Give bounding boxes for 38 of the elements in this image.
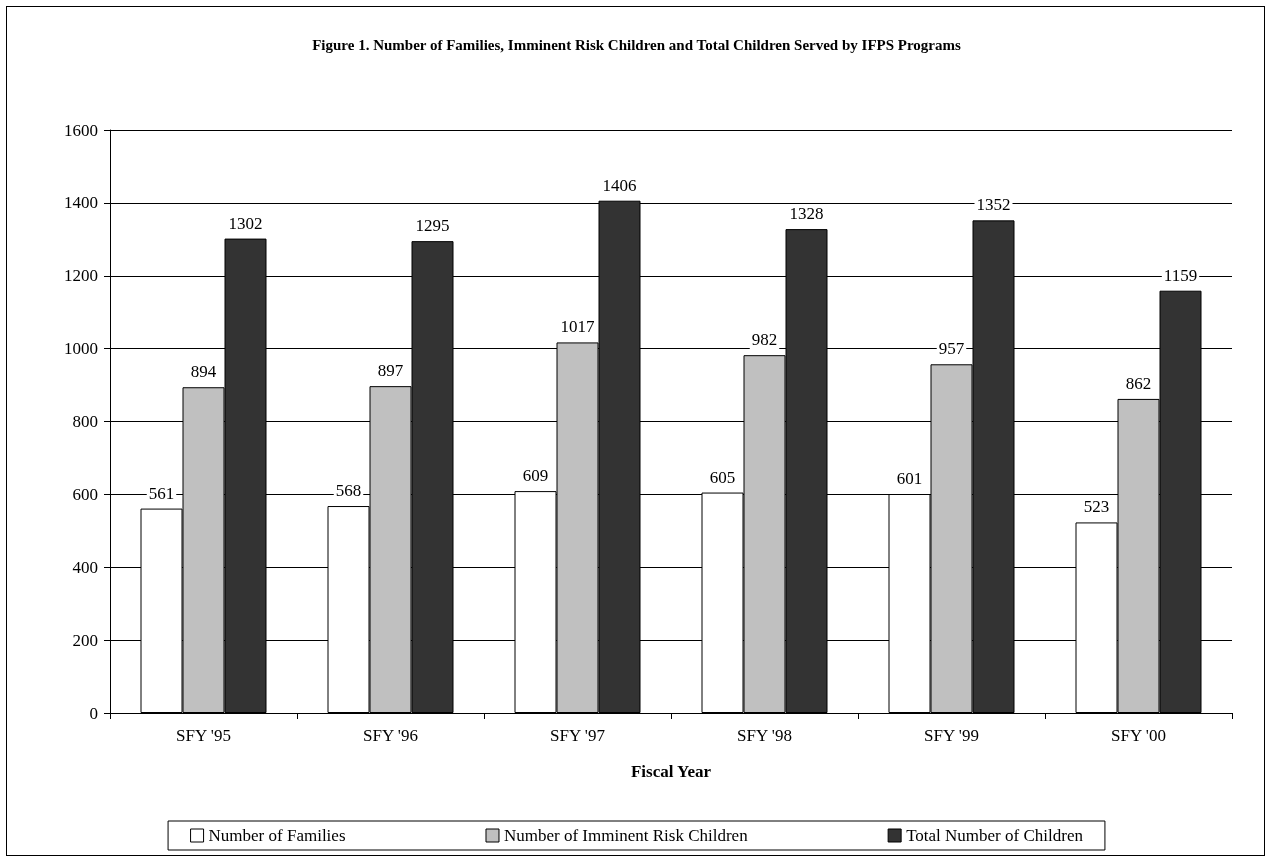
y-tick-label: 1400: [64, 193, 98, 213]
data-label: 561: [148, 483, 175, 503]
data-label: 1295: [415, 216, 450, 236]
data-label: 897: [377, 361, 404, 381]
data-label: 605: [709, 467, 736, 487]
y-tick-label: 600: [72, 484, 98, 504]
x-tick-label: SFY '95: [176, 726, 231, 745]
legend-label: Number of Imminent Risk Children: [503, 826, 749, 845]
data-label: 894: [190, 362, 217, 382]
y-tick-label: 1200: [64, 266, 98, 286]
legend-label: Total Number of Children: [906, 826, 1084, 845]
x-tick-label: SFY '99: [924, 726, 979, 745]
y-tick-label: 400: [72, 557, 98, 577]
data-label: 1017: [560, 317, 595, 337]
data-label: 982: [751, 330, 778, 350]
x-axis-title: Fiscal Year: [630, 762, 712, 781]
data-label: 1352: [976, 195, 1011, 215]
data-label: 609: [522, 466, 549, 486]
y-tick-label: 0: [89, 703, 98, 723]
x-tick-label: SFY '00: [1111, 726, 1166, 745]
y-tick-label: 800: [72, 412, 98, 431]
data-label: 601: [896, 469, 923, 489]
data-label: 862: [1125, 373, 1152, 393]
data-label: 1159: [1163, 265, 1198, 285]
data-label: 957: [938, 339, 965, 359]
y-tick-label: 1600: [64, 120, 98, 140]
x-tick-label: SFY '98: [737, 726, 792, 745]
data-label: 568: [335, 481, 362, 501]
data-label: 1406: [602, 175, 637, 195]
data-label: 1328: [789, 204, 824, 224]
data-label: 1302: [228, 213, 263, 233]
y-tick-label: 1000: [64, 339, 98, 359]
x-tick-label: SFY '97: [550, 726, 606, 745]
data-label: 523: [1083, 497, 1110, 517]
chart-title: Figure 1. Number of Families, Imminent Risk Children and Total Children Served by IFPS Programs: [312, 36, 961, 53]
x-tick-label: SFY '96: [363, 726, 418, 745]
legend-label: Number of Families: [208, 826, 346, 845]
y-tick-label: 200: [72, 630, 98, 650]
